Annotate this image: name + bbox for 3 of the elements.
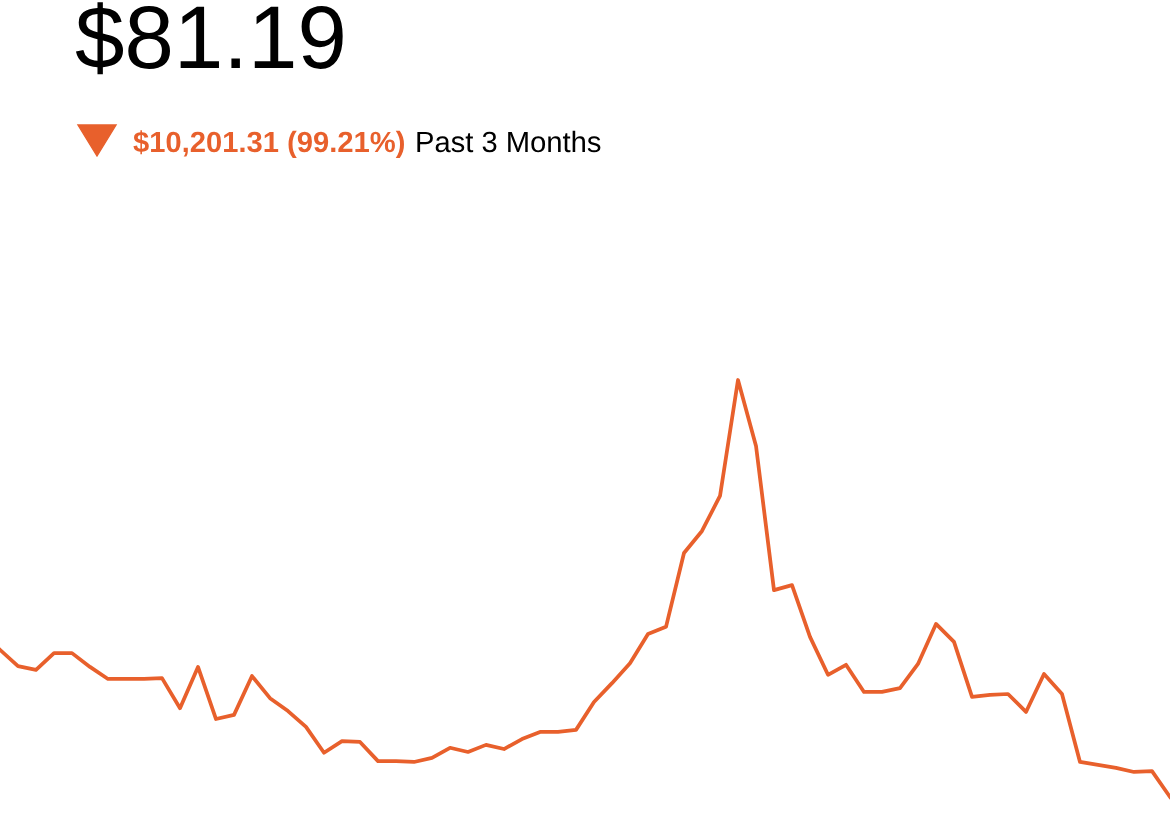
chart-subtitle: $10,201.31 (99.21%)	[133, 130, 404, 159]
chart-title: $81.19	[75, 2, 343, 75]
text: Past 3 Months	[417, 130, 601, 153]
